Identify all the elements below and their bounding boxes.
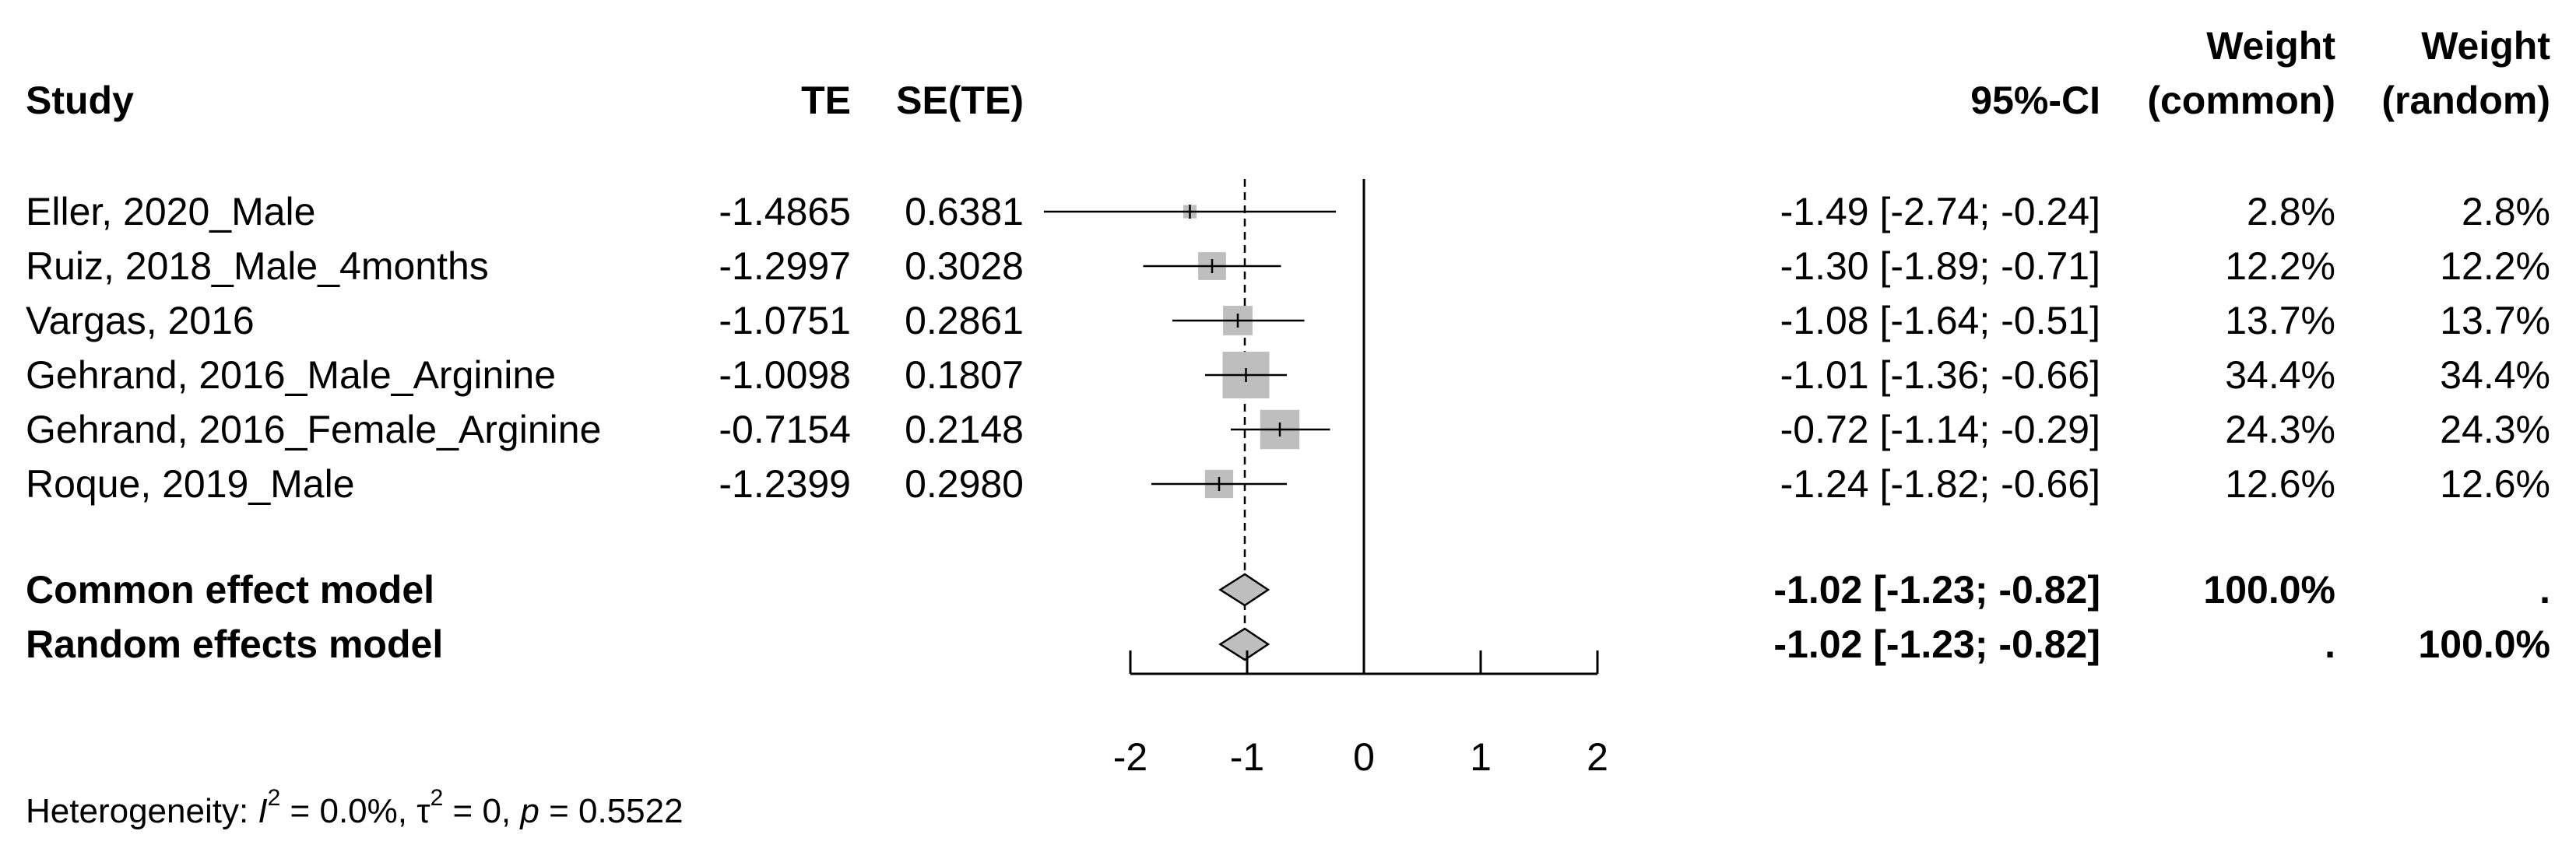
study-wcommon: 13.7%: [2225, 299, 2335, 342]
study-name: Gehrand, 2016_Female_Arginine: [26, 408, 601, 451]
study-name: Vargas, 2016: [26, 299, 255, 342]
study-wrandom: 12.6%: [2440, 462, 2550, 506]
study-te: -1.0098: [719, 353, 851, 397]
study-sete: 0.2861: [905, 299, 1024, 342]
x-axis-tick-label: 0: [1353, 735, 1375, 779]
header-ci: 95%-CI: [1970, 79, 2100, 122]
header-weight-common-line1: Weight: [2206, 24, 2335, 68]
tau-exponent: 2: [431, 785, 444, 811]
model-wrandom: .: [2539, 568, 2550, 612]
column-headers: Study TE SE(TE) 95%-CI Weight (common) W…: [26, 24, 2550, 122]
study-ci: -0.72 [-1.14; -0.29]: [1780, 408, 2100, 451]
forest-graphics: -2 -1 0 1 2: [1044, 179, 1608, 779]
study-sete: 0.2148: [905, 408, 1024, 451]
header-weight-random-line2: (random): [2381, 79, 2550, 122]
x-axis-tick-label: -2: [1113, 735, 1147, 779]
study-sete: 0.2980: [905, 462, 1024, 506]
heterogeneity-prefix: Heterogeneity:: [26, 792, 258, 830]
study-name: Eller, 2020_Male: [26, 190, 315, 233]
header-study: Study: [26, 79, 134, 122]
model-wcommon: 100.0%: [2203, 568, 2335, 612]
pooled-diamond: [1218, 627, 1270, 661]
study-sete: 0.3028: [905, 244, 1024, 288]
model-ci: -1.02 [-1.23; -0.82]: [1773, 622, 2100, 666]
study-wcommon: 12.6%: [2225, 462, 2335, 506]
study-name: Ruiz, 2018_Male_4months: [26, 244, 489, 288]
study-ci: -1.01 [-1.36; -0.66]: [1780, 353, 2100, 397]
x-axis-tick-label: 1: [1470, 735, 1492, 779]
i2-symbol: I: [258, 792, 267, 830]
x-axis-tick-label: -1: [1230, 735, 1264, 779]
pooled-diamond: [1218, 573, 1270, 607]
study-ci: -1.49 [-2.74; -0.24]: [1780, 190, 2100, 233]
study-wcommon: 12.2%: [2225, 244, 2335, 288]
p-symbol: p: [518, 792, 539, 830]
study-te: -1.4865: [719, 190, 851, 233]
model-ci: -1.02 [-1.23; -0.82]: [1773, 568, 2100, 612]
study-wrandom: 34.4%: [2440, 353, 2550, 397]
header-te: TE: [801, 79, 851, 122]
model-label: Common effect model: [26, 568, 434, 612]
model-label: Random effects model: [26, 622, 443, 666]
study-wcommon: 2.8%: [2247, 190, 2335, 233]
study-name: Roque, 2019_Male: [26, 462, 355, 506]
study-te: -1.2997: [719, 244, 851, 288]
study-sete: 0.1807: [905, 353, 1024, 397]
study-sete: 0.6381: [905, 190, 1024, 233]
tau-symbol: τ: [416, 792, 431, 830]
p-value: = 0.5522: [539, 792, 684, 830]
x-axis-tick-label: 2: [1587, 735, 1608, 779]
header-weight-common-line2: (common): [2147, 79, 2335, 122]
study-wcommon: 24.3%: [2225, 408, 2335, 451]
study-ci: -1.08 [-1.64; -0.51]: [1780, 299, 2100, 342]
study-rows: Eller, 2020_Male -1.4865 0.6381 2.8% 2.8% -1.…: [26, 190, 2550, 506]
study-te: -1.2399: [719, 462, 851, 506]
study-te: -1.0751: [719, 299, 851, 342]
study-ci: -1.30 [-1.89; -0.71]: [1780, 244, 2100, 288]
heterogeneity-text: Heterogeneity: I2 = 0.0%, τ2 = 0, p = 0.…: [26, 785, 684, 830]
study-wrandom: 2.8%: [2462, 190, 2550, 233]
model-rows: Common effect model -1.02 [-1.23; -0.82] 1…: [26, 568, 2550, 666]
study-wrandom: 12.2%: [2440, 244, 2550, 288]
i2-value: = 0.0%,: [280, 792, 416, 830]
model-wrandom: 100.0%: [2418, 622, 2550, 666]
i2-exponent: 2: [268, 785, 281, 811]
study-te: -0.7154: [719, 408, 851, 451]
study-wrandom: 24.3%: [2440, 408, 2550, 451]
header-weight-random-line1: Weight: [2421, 24, 2550, 68]
study-wrandom: 13.7%: [2440, 299, 2550, 342]
tau-value: = 0,: [443, 792, 520, 830]
study-ci: -1.24 [-1.82; -0.66]: [1780, 462, 2100, 506]
study-name: Gehrand, 2016_Male_Arginine: [26, 353, 556, 397]
study-wcommon: 34.4%: [2225, 353, 2335, 397]
model-wcommon: .: [2325, 622, 2335, 666]
header-sete: SE(TE): [896, 79, 1024, 122]
